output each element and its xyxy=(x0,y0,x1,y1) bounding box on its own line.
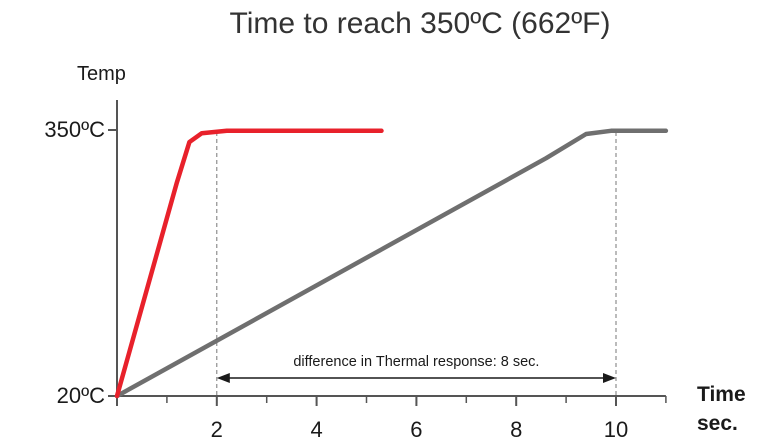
series-line xyxy=(114,128,384,399)
y-tick-label: 20ºC xyxy=(57,383,106,408)
x-tick-label: 10 xyxy=(604,417,628,440)
series-line xyxy=(114,128,669,399)
y-tick-label: 350ºC xyxy=(44,117,105,142)
x-tick-label: 6 xyxy=(410,417,422,440)
x-tick-label: 4 xyxy=(310,417,322,440)
annotation-arrowhead-right xyxy=(603,373,616,383)
annotation-arrowhead-left xyxy=(216,373,230,383)
x-axis-label-line1: Time xyxy=(697,383,746,406)
y-axis-label: Temp xyxy=(77,63,126,85)
chart-title: Time to reach 350ºC (662ºF) xyxy=(230,7,611,40)
annotation-text: difference in Thermal response: 8 sec. xyxy=(293,354,539,370)
x-tick-label: 8 xyxy=(510,417,522,440)
x-axis-label-line2: sec. xyxy=(697,412,738,435)
x-tick-label: 2 xyxy=(211,417,223,440)
